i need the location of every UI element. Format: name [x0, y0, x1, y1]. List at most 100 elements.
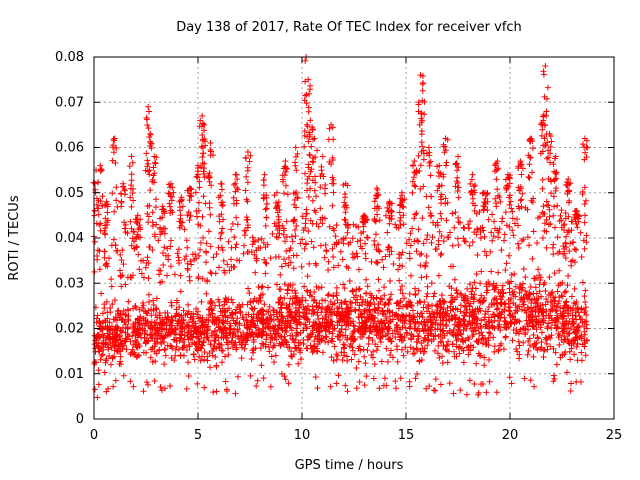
- data-point: [341, 199, 348, 206]
- data-point: [528, 300, 535, 307]
- data-point: [113, 197, 120, 204]
- data-point: [114, 348, 121, 355]
- data-point: [276, 222, 283, 229]
- data-point: [498, 247, 505, 254]
- data-point: [201, 356, 208, 363]
- data-point: [545, 154, 552, 161]
- data-point: [569, 321, 576, 328]
- data-point: [95, 345, 102, 352]
- data-point: [516, 342, 523, 349]
- data-point: [574, 305, 581, 312]
- data-point: [492, 162, 499, 169]
- data-point: [505, 279, 512, 286]
- data-point: [356, 285, 363, 292]
- data-point: [146, 167, 153, 174]
- data-point: [272, 199, 279, 206]
- data-point: [98, 326, 105, 333]
- data-point: [271, 220, 278, 227]
- data-point: [196, 178, 203, 185]
- data-point: [102, 215, 109, 222]
- data-point: [307, 185, 314, 192]
- data-point: [221, 269, 228, 276]
- data-point: [145, 125, 152, 132]
- data-point: [106, 255, 113, 262]
- data-point: [424, 283, 431, 290]
- data-point: [311, 343, 318, 350]
- data-point: [405, 298, 412, 305]
- data-point: [364, 234, 371, 241]
- data-point: [219, 347, 226, 354]
- data-point: [508, 380, 515, 387]
- data-point: [469, 195, 476, 202]
- data-point: [126, 163, 133, 170]
- data-point: [426, 383, 433, 390]
- data-point: [431, 290, 438, 297]
- data-point: [569, 315, 576, 322]
- data-point: [147, 354, 154, 361]
- data-point: [342, 209, 349, 216]
- data-point: [556, 267, 563, 274]
- data-point: [259, 291, 266, 298]
- data-point: [204, 334, 211, 341]
- data-point: [503, 260, 510, 267]
- data-point: [432, 376, 439, 383]
- data-point: [258, 316, 265, 322]
- data-point: [98, 352, 105, 359]
- data-point: [472, 202, 479, 209]
- data-point: [455, 344, 462, 351]
- data-point: [494, 299, 501, 306]
- data-point: [547, 159, 554, 166]
- data-point: [222, 330, 229, 337]
- data-point: [399, 313, 406, 320]
- data-point: [208, 329, 215, 336]
- data-point: [454, 235, 461, 242]
- data-point: [301, 143, 308, 150]
- data-point: [109, 354, 116, 361]
- data-point: [366, 311, 373, 318]
- data-point: [428, 193, 435, 200]
- data-point: [526, 174, 533, 181]
- data-point: [229, 299, 236, 306]
- data-point: [275, 299, 282, 306]
- data-point: [575, 218, 582, 225]
- data-point: [535, 312, 542, 319]
- data-point: [219, 225, 226, 232]
- data-point: [565, 272, 572, 279]
- data-point: [218, 244, 225, 251]
- data-point: [193, 255, 200, 262]
- data-point: [452, 316, 459, 323]
- data-point: [396, 209, 403, 216]
- data-point: [147, 140, 154, 147]
- data-point: [128, 242, 135, 249]
- data-point: [483, 281, 490, 288]
- data-point: [501, 300, 508, 307]
- data-point: [327, 318, 334, 325]
- data-point: [399, 290, 406, 297]
- data-point: [335, 239, 342, 246]
- data-point: [199, 131, 206, 138]
- data-point: [317, 184, 324, 191]
- data-point: [97, 168, 104, 175]
- data-point: [483, 252, 490, 259]
- data-point: [168, 302, 175, 309]
- data-point: [531, 296, 538, 303]
- data-point: [360, 228, 367, 235]
- y-tick-label: 0.01: [55, 367, 84, 382]
- data-point: [333, 284, 340, 291]
- data-point: [129, 159, 136, 166]
- data-point: [502, 324, 509, 331]
- data-point: [509, 337, 516, 344]
- data-point: [319, 214, 326, 221]
- data-point: [457, 308, 464, 315]
- data-point: [211, 343, 218, 350]
- data-point: [342, 180, 349, 187]
- data-point: [202, 319, 209, 326]
- data-point: [152, 358, 159, 365]
- data-point: [219, 202, 226, 209]
- data-point: [384, 229, 391, 236]
- data-point: [497, 198, 504, 205]
- data-point: [195, 162, 201, 169]
- data-point: [373, 347, 380, 354]
- data-point: [312, 209, 319, 216]
- data-point: [411, 182, 418, 189]
